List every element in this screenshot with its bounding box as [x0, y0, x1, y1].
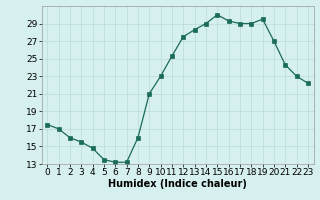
X-axis label: Humidex (Indice chaleur): Humidex (Indice chaleur) — [108, 179, 247, 189]
